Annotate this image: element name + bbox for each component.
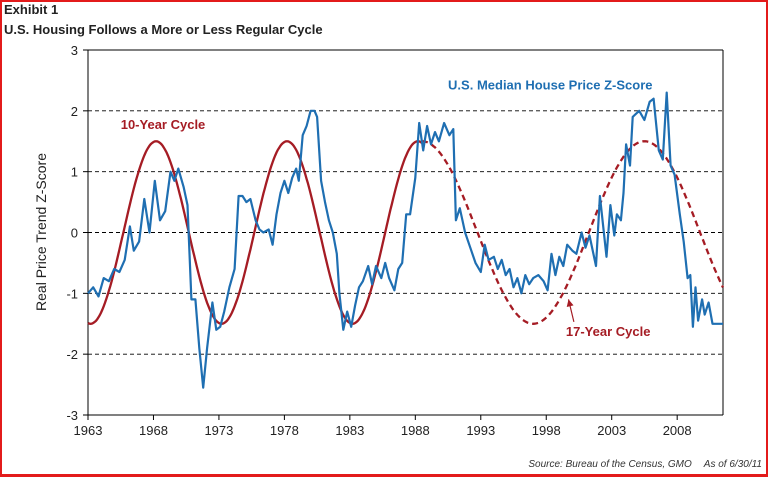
y-tick-label: -1	[66, 286, 78, 301]
source-note: Source: Bureau of the Census, GMO As of 6…	[516, 459, 762, 470]
series-layer	[87, 91, 725, 389]
annotation-10-year-cycle: 10-Year Cycle	[121, 117, 206, 132]
x-tick-label: 1998	[532, 423, 561, 438]
x-tick-label: 1968	[139, 423, 168, 438]
source-text: Source: Bureau of the Census, GMO	[528, 459, 692, 470]
x-axis-ticks: 1963 1968 1973 1978 1983 1988 1993 1998 2003 2008	[74, 415, 692, 438]
x-tick-label: 2003	[597, 423, 626, 438]
x-tick-label: 1988	[401, 423, 430, 438]
exhibit-label: Exhibit 1	[4, 2, 59, 17]
y-tick-label: 3	[71, 43, 78, 58]
y-axis-label: Real Price Trend Z-Score	[33, 153, 49, 311]
y-tick-label: -3	[66, 408, 78, 423]
x-tick-label: 1973	[204, 423, 233, 438]
x-tick-label: 1978	[270, 423, 299, 438]
cycle-10-year-line	[87, 140, 423, 325]
y-tick-label: 1	[71, 165, 78, 180]
as-of-date: As of 6/30/11	[703, 459, 762, 470]
annotation-arrowhead	[566, 299, 574, 308]
annotation-17-year-cycle: 17-Year Cycle	[566, 324, 651, 339]
x-tick-label: 1963	[74, 423, 103, 438]
x-tick-label: 1983	[335, 423, 364, 438]
y-axis-ticks: -3 -2 -1 0 1 2 3	[66, 43, 88, 423]
annotation-house-price: U.S. Median House Price Z-Score	[448, 78, 652, 93]
y-tick-label: 0	[71, 226, 78, 241]
x-tick-label: 2008	[663, 423, 692, 438]
house-price-zscore-line	[87, 91, 723, 389]
y-tick-label: -2	[66, 347, 78, 362]
chart-title: U.S. Housing Follows a More or Less Regu…	[4, 22, 323, 37]
y-tick-label: 2	[71, 104, 78, 119]
x-tick-label: 1993	[466, 423, 495, 438]
